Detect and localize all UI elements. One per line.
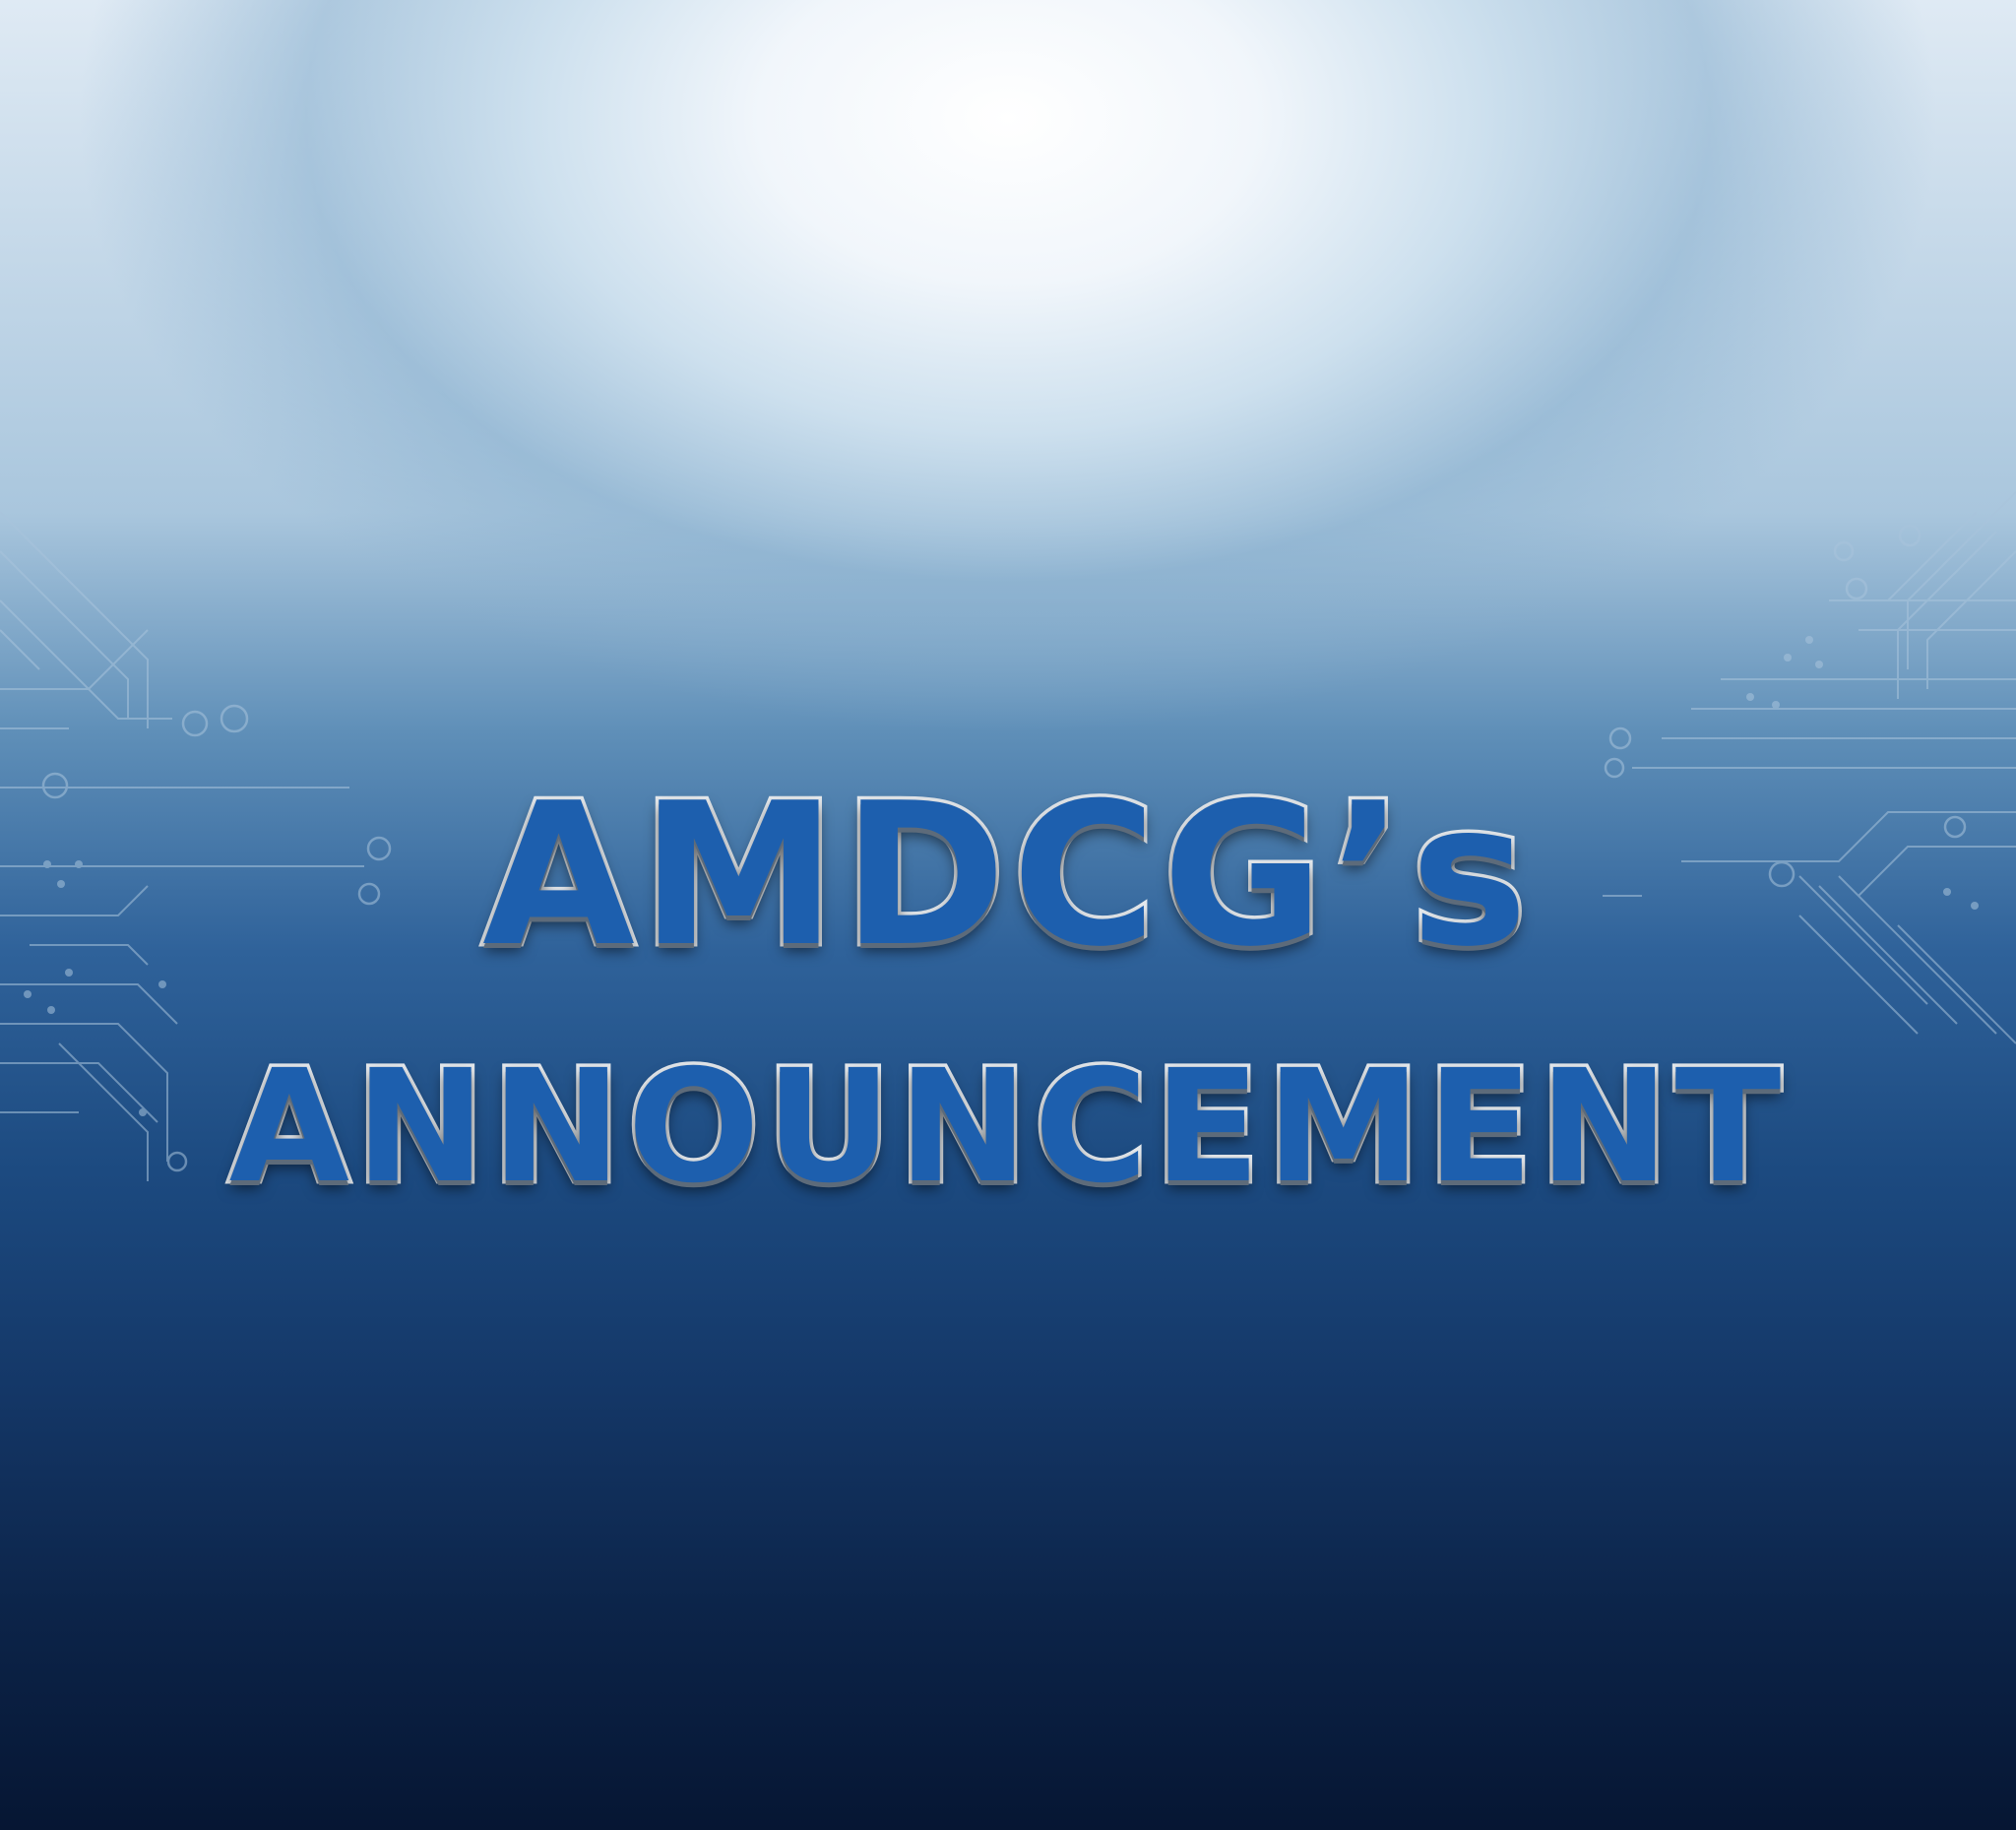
headline-subtitle: ANNOUNCEMENT <box>225 1034 1788 1222</box>
circuit-pattern-right <box>1603 491 2016 1044</box>
circuit-pattern-left <box>0 511 392 1181</box>
headline-title: AMDCG’s <box>479 758 1534 994</box>
